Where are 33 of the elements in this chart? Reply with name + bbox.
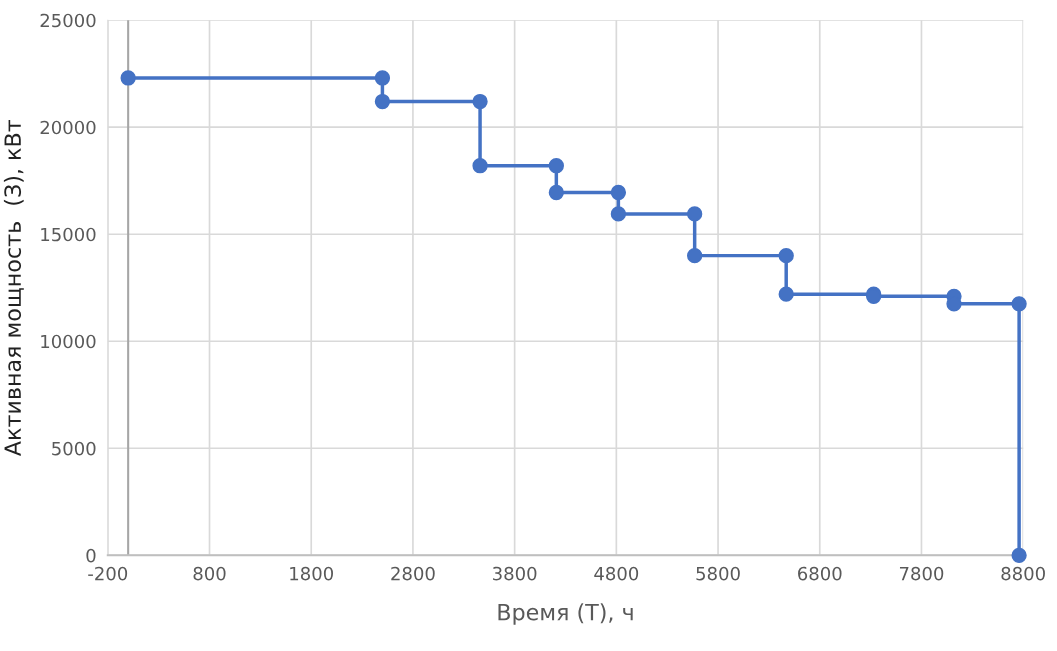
x-tick-label: 4800 [594, 566, 639, 581]
x-tick-label: 2800 [391, 566, 435, 581]
point [374, 70, 391, 86]
point [548, 158, 564, 174]
point [687, 206, 703, 222]
point [778, 286, 794, 302]
point [687, 247, 703, 264]
point [374, 93, 391, 110]
y-tick-label: 5000 [52, 441, 96, 456]
point [1011, 296, 1027, 312]
point [610, 184, 627, 201]
x-tick-label: 3800 [493, 566, 537, 581]
x-tick-label: 800 [193, 566, 226, 581]
point [610, 206, 627, 222]
x-tick-label: -200 [88, 566, 128, 581]
point [472, 158, 488, 174]
point [1011, 547, 1027, 563]
point [778, 247, 794, 264]
x-tick-label: 6800 [798, 566, 842, 581]
x-tick-label: 7800 [899, 566, 944, 581]
point [120, 70, 136, 86]
y-tick-label: 25000 [40, 13, 96, 28]
y-tick-label: 0 [86, 548, 96, 563]
x-tick-label: 1800 [290, 566, 333, 581]
y-tick-label: 15000 [41, 227, 96, 242]
y-tick-label: 10000 [41, 334, 96, 349]
point [548, 184, 564, 201]
x-axis-title: Время (Т), ч [498, 603, 633, 625]
point [472, 93, 488, 110]
x-tick-label: 5800 [696, 566, 740, 581]
y-axis-title: Активная мощность (З), кВт [3, 119, 24, 456]
y-tick-label: 20000 [40, 120, 96, 135]
x-tick-label: 8800 [1001, 566, 1045, 581]
